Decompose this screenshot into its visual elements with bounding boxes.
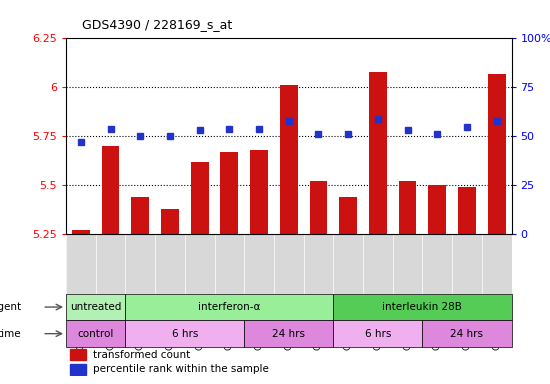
Bar <box>399 181 416 234</box>
Bar <box>66 320 125 347</box>
Bar <box>280 85 298 234</box>
Text: untreated: untreated <box>70 302 122 312</box>
Text: interferon-α: interferon-α <box>198 302 261 312</box>
Bar <box>131 197 149 234</box>
Bar <box>102 146 119 234</box>
Bar <box>125 320 244 347</box>
Bar <box>70 364 86 375</box>
Text: transformed count: transformed count <box>93 349 190 359</box>
Text: 24 hrs: 24 hrs <box>272 329 305 339</box>
Text: 6 hrs: 6 hrs <box>365 329 391 339</box>
Bar <box>310 181 327 234</box>
Bar <box>221 152 238 234</box>
Bar <box>161 209 179 234</box>
Bar <box>70 349 86 360</box>
Text: 6 hrs: 6 hrs <box>172 329 198 339</box>
Bar <box>244 320 333 347</box>
Text: GDS4390 / 228169_s_at: GDS4390 / 228169_s_at <box>82 18 233 31</box>
Bar <box>72 230 90 234</box>
Text: 24 hrs: 24 hrs <box>450 329 483 339</box>
Bar <box>125 294 333 320</box>
Text: interleukin 28B: interleukin 28B <box>382 302 463 312</box>
Bar <box>458 187 476 234</box>
Text: percentile rank within the sample: percentile rank within the sample <box>93 364 268 374</box>
Bar <box>191 162 208 234</box>
Bar <box>250 150 268 234</box>
Bar <box>488 74 505 234</box>
Bar <box>339 197 357 234</box>
Bar <box>428 185 446 234</box>
Text: agent: agent <box>0 302 21 312</box>
Bar <box>333 320 422 347</box>
Bar <box>66 294 125 320</box>
Bar <box>422 320 512 347</box>
Bar <box>369 72 387 234</box>
Text: control: control <box>78 329 114 339</box>
Bar <box>333 294 512 320</box>
Text: time: time <box>0 329 21 339</box>
